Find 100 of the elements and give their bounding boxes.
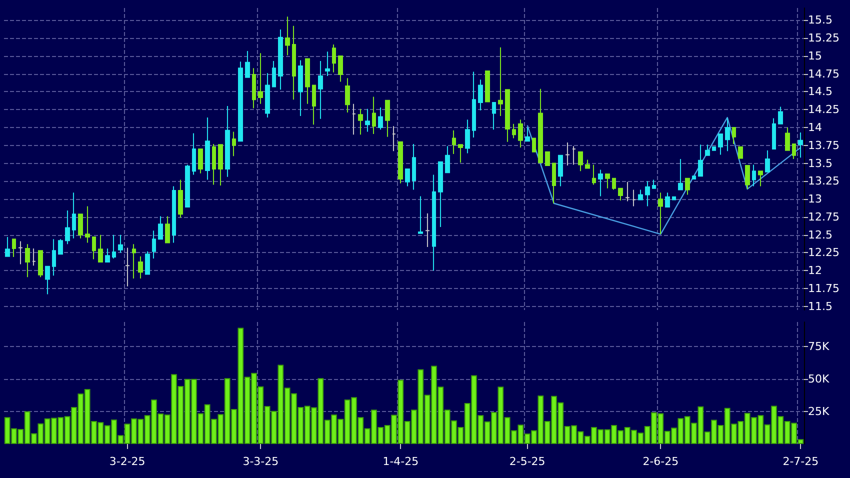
candlestick — [472, 71, 476, 138]
candlestick — [345, 78, 350, 113]
candlestick — [312, 84, 316, 126]
candlestick — [758, 170, 763, 187]
candlestick — [418, 196, 423, 234]
candlestick — [785, 127, 790, 151]
candlestick — [658, 192, 663, 235]
candlestick — [272, 60, 276, 88]
candlestick — [305, 58, 310, 104]
candlestick — [105, 248, 110, 263]
candlestick — [532, 138, 536, 152]
y-tick-label: 15 — [808, 49, 822, 62]
candlestick — [338, 55, 343, 82]
candlestick — [152, 230, 156, 259]
y-tick-label: 12.75 — [808, 210, 840, 224]
y-tick-label: 14.75 — [808, 67, 840, 80]
candlestick — [78, 214, 83, 239]
candlestick — [585, 159, 590, 169]
y-tick-label: 13.75 — [808, 138, 840, 152]
candlestick — [452, 130, 456, 154]
candlestick — [32, 248, 36, 266]
candlestick — [145, 250, 150, 275]
candlestick — [172, 186, 176, 244]
y-tick-label: 15.25 — [808, 32, 840, 45]
candlestick — [72, 192, 76, 239]
candlestick — [485, 70, 490, 102]
candlestick — [745, 164, 750, 190]
candlestick — [192, 132, 196, 176]
candlestick — [605, 174, 610, 189]
x-tick-label: 2-7-25 — [782, 455, 819, 468]
candlestick — [58, 238, 63, 255]
candlestick — [498, 46, 503, 117]
candlestick — [665, 192, 670, 208]
candlestick — [425, 212, 430, 248]
candlestick — [645, 180, 650, 207]
candlestick — [238, 61, 243, 142]
y-tick-label: 13 — [808, 192, 822, 206]
candlestick — [432, 174, 436, 272]
y-tick-label: 13.25 — [808, 174, 840, 188]
y-tick-label: 13.5 — [808, 156, 832, 170]
candlestick — [332, 44, 336, 73]
x-tick-label: 2-6-25 — [642, 455, 679, 468]
candlestick — [112, 234, 116, 259]
candlestick — [125, 247, 130, 287]
candlestick — [792, 143, 796, 160]
candlestick — [465, 119, 470, 154]
candlestick — [278, 28, 283, 90]
candlestick — [598, 169, 603, 197]
y-tick-label: 11.5 — [808, 300, 832, 313]
candlestick — [378, 106, 383, 130]
candlestick — [98, 234, 103, 263]
candlestick — [725, 118, 730, 152]
x-tick-label: 1-4-25 — [382, 455, 419, 468]
candlestick — [478, 79, 483, 111]
y-tick-label: 50K — [808, 372, 830, 386]
candlestick — [738, 146, 743, 159]
candlestick — [258, 52, 263, 104]
candlestick — [292, 25, 296, 100]
candlestick — [205, 116, 210, 180]
candlestick — [765, 150, 770, 172]
y-tick-label: 75K — [808, 340, 830, 354]
candlestick — [325, 51, 330, 76]
line-series — [526, 116, 802, 235]
candlestick — [618, 188, 623, 202]
candlestick — [138, 256, 143, 280]
y-tick-label: 12.5 — [808, 228, 832, 242]
candlestick — [592, 164, 596, 186]
candlestick — [405, 168, 410, 187]
candlestick — [85, 206, 90, 244]
candlestick — [5, 236, 10, 257]
candlestick — [265, 72, 270, 118]
candlestick — [232, 131, 236, 157]
x-tick-label: 3-3-25 — [242, 455, 279, 468]
candlestick — [492, 102, 496, 130]
candlestick — [185, 164, 190, 208]
candlestick — [545, 151, 550, 166]
candlestick — [385, 100, 390, 138]
y-tick-label: 15.5 — [808, 14, 832, 27]
candlestick — [118, 234, 123, 254]
candlestick — [285, 16, 290, 56]
candlestick — [445, 146, 450, 174]
candlestick — [392, 126, 396, 152]
candlestick — [505, 89, 510, 142]
candlestick — [438, 161, 443, 228]
y-tick-label: 14 — [808, 121, 822, 134]
candlestick — [458, 144, 463, 164]
candlestick — [612, 178, 616, 190]
y-tick-label: 11.75 — [808, 282, 840, 296]
candlestick — [638, 189, 643, 200]
candlestick — [525, 127, 530, 142]
candlestick — [252, 68, 256, 109]
candlestick — [512, 123, 516, 139]
candlestick — [92, 236, 96, 260]
candlestick — [18, 240, 23, 265]
candlestick — [718, 133, 723, 156]
y-tick-label: 14.25 — [808, 103, 840, 116]
candlestick — [218, 144, 223, 186]
candlestick — [212, 143, 216, 186]
candlestick — [352, 103, 356, 136]
candlestick — [45, 266, 50, 295]
